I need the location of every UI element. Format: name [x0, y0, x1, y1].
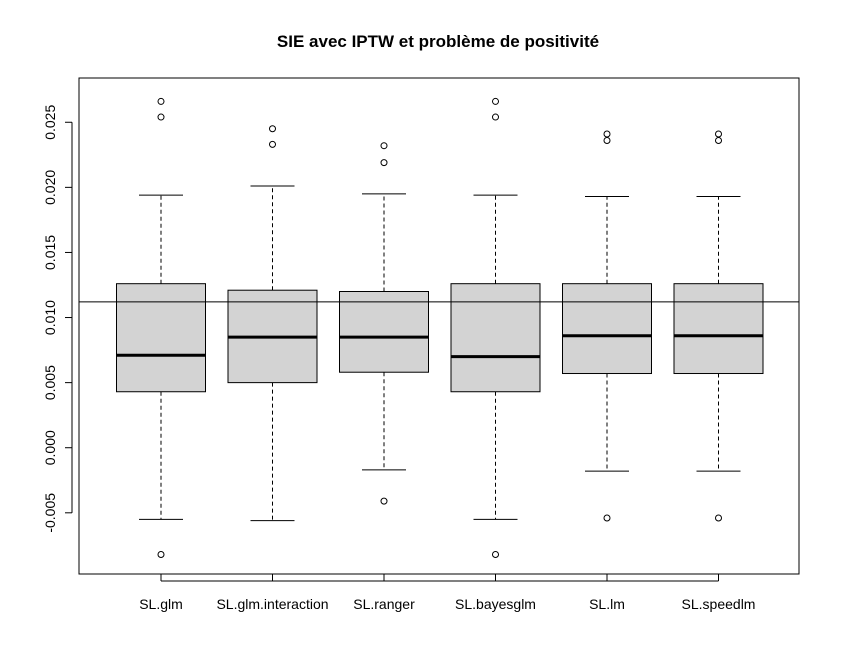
outlier-point [157, 97, 165, 105]
iqr-box [673, 283, 764, 375]
box-sl-glm-interaction [227, 125, 318, 522]
box-sl-bayesglm [450, 97, 541, 558]
box-sl-lm [562, 130, 652, 522]
plot-frame [78, 77, 800, 575]
y-axis: -0.005 0.000 0.005 0.010 0.015 0.020 0.025 [42, 105, 73, 533]
chart-title: SIE avec IPTW et problème de positivité [277, 32, 599, 51]
outlier-point [157, 113, 165, 121]
outlier-point [715, 130, 722, 138]
outlier-point [380, 142, 388, 150]
box-sl-speedlm [673, 130, 764, 522]
outlier-point [492, 97, 499, 105]
outlier-point [492, 113, 499, 121]
iqr-box [562, 283, 652, 375]
outlier-point [380, 497, 388, 505]
box-sl-glm [116, 97, 206, 558]
x-tick-label: SL.glm.interaction [216, 596, 328, 612]
boxes-group [116, 97, 764, 558]
iqr-box [339, 291, 429, 373]
outlier-point [603, 136, 611, 144]
outlier-point [603, 130, 611, 138]
iqr-box [116, 283, 206, 393]
y-tick-label: 0.000 [42, 430, 58, 465]
y-tick-label: 0.010 [42, 300, 58, 335]
x-tick-label: SL.speedlm [682, 596, 756, 612]
outlier-point [380, 159, 388, 167]
outlier-point [492, 550, 499, 558]
outlier-point [715, 136, 722, 144]
y-tick-label: 0.020 [42, 170, 58, 205]
outlier-point [269, 140, 276, 148]
x-axis: SL.glm SL.glm.interaction SL.ranger SL.baye… [139, 574, 755, 612]
x-tick-label: SL.ranger [353, 596, 415, 612]
outlier-point [269, 125, 276, 133]
y-tick-label: -0.005 [42, 493, 58, 533]
y-tick-label: 0.005 [42, 365, 58, 400]
y-tick-label: 0.015 [42, 235, 58, 270]
x-tick-label: SL.lm [589, 596, 625, 612]
x-tick-label: SL.glm [139, 596, 183, 612]
outlier-point [715, 514, 722, 522]
x-tick-label: SL.bayesglm [455, 596, 536, 612]
outlier-point [157, 550, 165, 558]
outlier-point [603, 514, 611, 522]
iqr-box [450, 283, 541, 393]
y-tick-label: 0.025 [42, 105, 58, 140]
box-sl-ranger [339, 142, 429, 505]
